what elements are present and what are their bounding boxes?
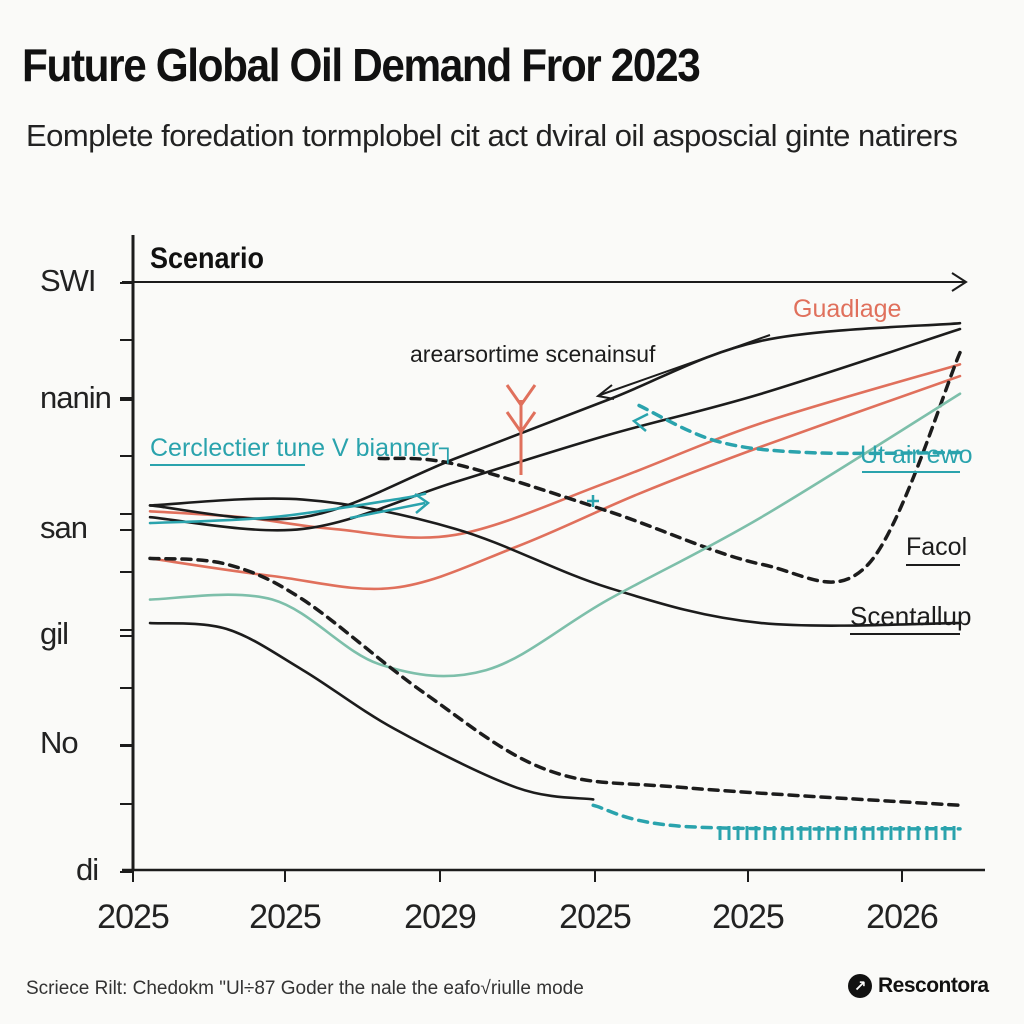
series-line-line-b — [148, 321, 962, 521]
series-line-scentallup — [148, 497, 962, 627]
annotation-ut-air-ewo: Ut air ewo — [860, 441, 973, 469]
annotation-scentallup: Scentallup — [850, 601, 971, 631]
teal-cross-marker-icon — [587, 495, 599, 507]
legend-title: Scenario — [150, 242, 264, 276]
y-tick-label: No — [40, 725, 79, 760]
chart-title: Future Global Oil Demand Fror 2023 — [22, 39, 701, 91]
arrow-cerclectier — [349, 501, 426, 520]
series-line-decline — [148, 621, 595, 801]
annotation-cerclectier: Cerclectier tune V bianner┐ — [150, 434, 457, 464]
series-line-line-a — [148, 327, 962, 532]
series-line-ut-air-ewo — [637, 403, 962, 456]
y-tick-label: san — [40, 510, 88, 545]
arrow-ut-air-head — [631, 412, 649, 432]
arrow-arearsortime-head — [595, 384, 615, 400]
x-tick-label: 2025 — [97, 898, 170, 936]
teal-hatch-marks — [718, 826, 956, 840]
salmon-marker-icon — [505, 384, 537, 475]
y-tick-label: SWI — [40, 263, 97, 298]
y-tick-label: di — [76, 852, 99, 887]
series-line-teal-tail — [591, 803, 962, 831]
brand[interactable]: ↗ Rescontora — [848, 974, 989, 998]
play-circle-icon: ↗ — [848, 974, 872, 998]
y-tick-label: gil — [40, 616, 69, 651]
arrow-cerclectier-head — [414, 492, 431, 514]
arrow-arearsortime — [599, 334, 771, 396]
top-axis-arrowhead — [951, 272, 968, 292]
x-tick-label: 2026 — [866, 898, 939, 936]
series-line-seafoam — [148, 392, 962, 678]
y-minor-ticks — [120, 282, 133, 873]
series-line-facol — [377, 350, 962, 584]
x-tick-label: 2029 — [404, 898, 477, 936]
x-tick-label: 2025 — [712, 898, 785, 936]
series-layer — [148, 321, 962, 831]
x-tick-label: 2025 — [249, 898, 322, 936]
source-note: Scriece Rilt: Chedokm "Ul÷87 Goder the n… — [26, 978, 584, 999]
brand-name: Rescontora — [878, 974, 989, 997]
annotation-arearsortime: arearsortime scenainsuf — [410, 341, 656, 367]
chart-subtitle: Eomplete foredation tormplobel cit act d… — [26, 118, 958, 153]
annotation-facol: Facol — [906, 533, 967, 561]
y-tick-label: nanin — [40, 380, 112, 415]
series-line-cerclectier-tune-v-bianner — [148, 492, 427, 525]
series-line-no — [148, 556, 962, 808]
series-line-guadlage — [148, 374, 962, 591]
x-tick-label: 2025 — [559, 898, 632, 936]
x-tick-marks — [132, 870, 903, 882]
annotation-guadlage: Guadlage — [793, 295, 901, 323]
